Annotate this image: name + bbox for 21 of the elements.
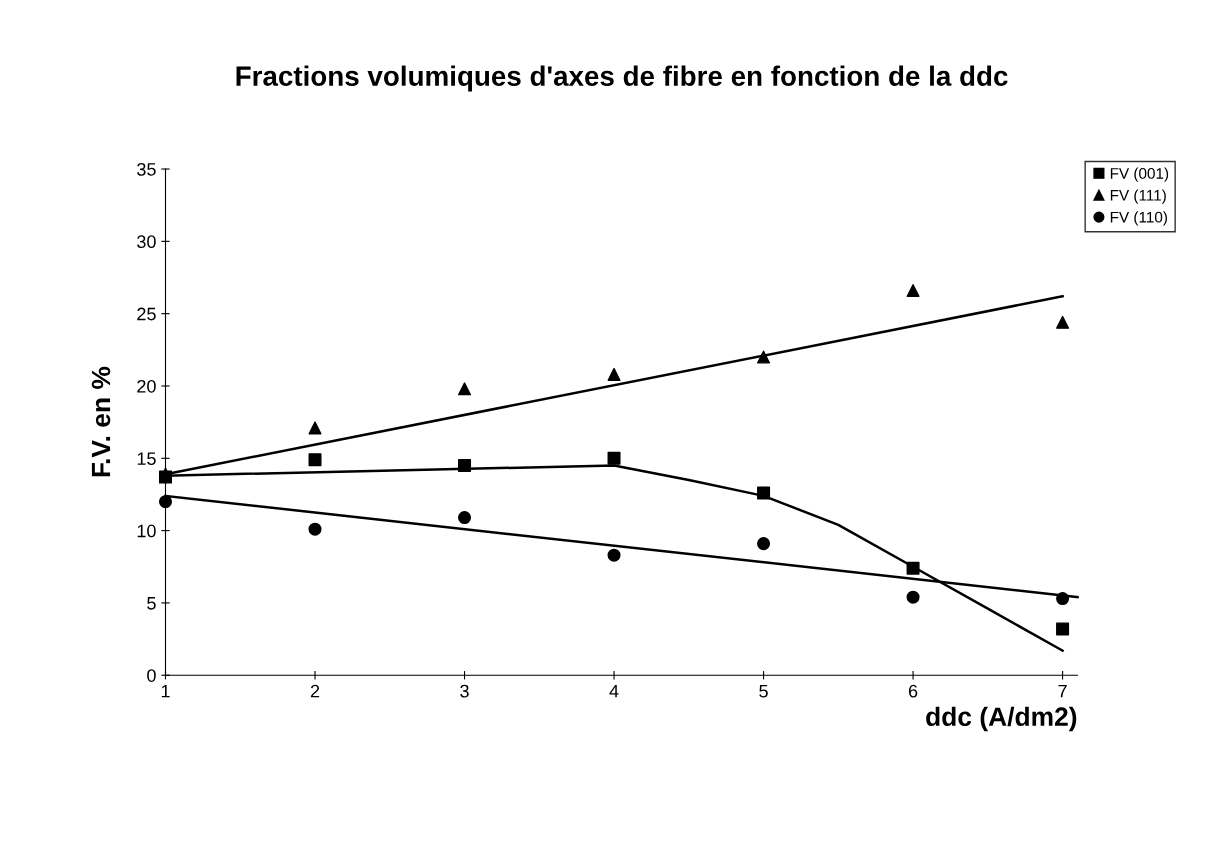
x-tick-label: 2 [310, 684, 320, 698]
y-tick-label: 5 [147, 597, 156, 610]
y-tick-label: 10 [137, 524, 156, 538]
y-axis-title: F.V. en % [91, 366, 111, 477]
x-axis-title: ddc (A/dm2) [926, 706, 1077, 732]
chart-title: Fractions volumiques d'axes de fibre en fonction de la ddc [236, 65, 1008, 92]
x-tick-label: 1 [161, 684, 170, 698]
y-tick-label: 20 [137, 379, 156, 393]
y-tick-label: 35 [137, 162, 156, 176]
y-tick-label: 15 [137, 452, 156, 466]
x-tick-label: 7 [1058, 684, 1067, 698]
legend-label: FV (111) [1110, 189, 1166, 204]
x-tick-label: 5 [759, 684, 768, 698]
y-tick-label: 30 [137, 235, 156, 249]
x-tick-label: 3 [460, 684, 469, 698]
legend-label: FV (110) [1110, 211, 1167, 226]
y-tick-label: 25 [137, 307, 156, 321]
x-tick-label: 4 [609, 684, 619, 698]
x-tick-label: 6 [908, 684, 918, 698]
legend-label: FV (001) [1110, 167, 1169, 182]
y-tick-label: 0 [147, 669, 156, 682]
